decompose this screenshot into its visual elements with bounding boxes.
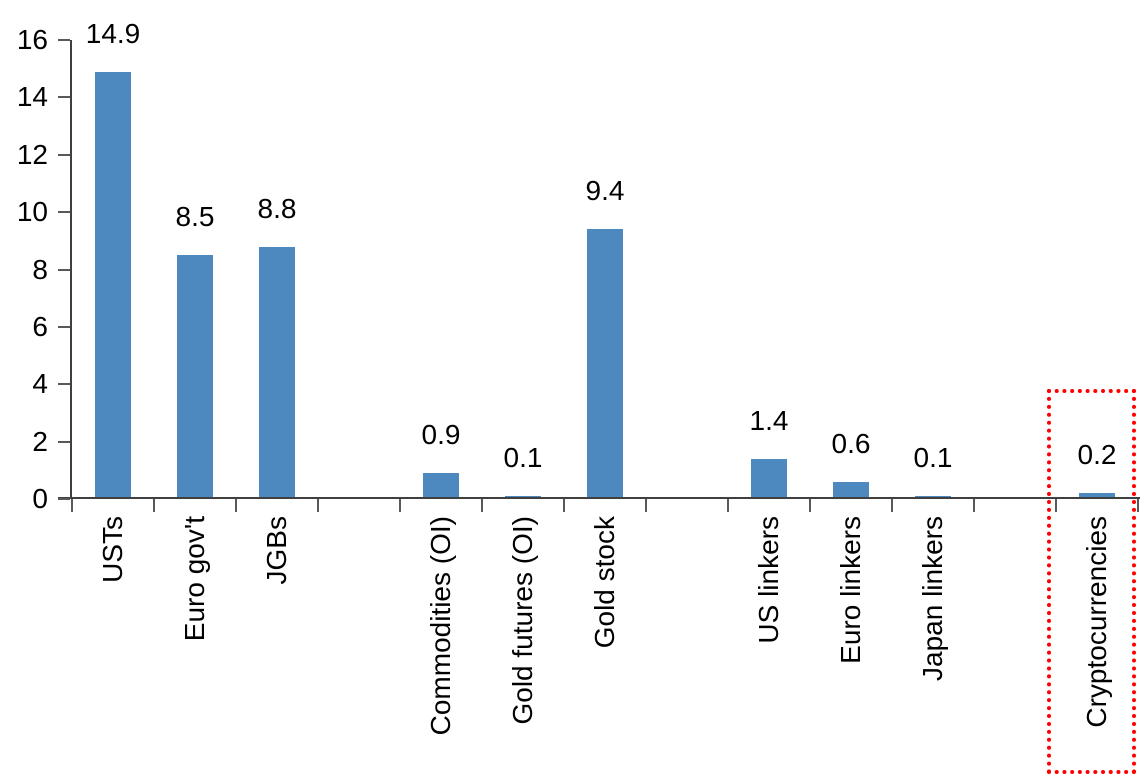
value-label-jgbs: 8.8	[257, 193, 297, 224]
category-label-gold-futures-oi: Gold futures (OI)	[507, 516, 538, 725]
y-tick	[58, 269, 70, 271]
y-axis-label: 14	[16, 81, 48, 112]
value-label-gold-futures-oi: 0.1	[503, 442, 543, 473]
category-label-usts: USTs	[97, 516, 128, 583]
y-axis-label: 12	[16, 139, 48, 170]
y-tick	[58, 211, 70, 213]
y-axis-label: 0	[32, 483, 48, 514]
x-tick	[399, 499, 401, 512]
y-tick	[58, 498, 70, 500]
y-tick	[58, 383, 70, 385]
category-label-japan-linkers: Japan linkers	[917, 516, 948, 681]
bar-euro-linkers	[833, 482, 869, 499]
x-tick	[1055, 499, 1057, 512]
category-label-us-linkers: US linkers	[753, 516, 784, 644]
x-tick	[481, 499, 483, 512]
x-tick	[1137, 499, 1139, 512]
x-tick	[891, 499, 893, 512]
x-tick	[973, 499, 975, 512]
value-label-us-linkers: 1.4	[749, 405, 789, 436]
y-tick	[58, 154, 70, 156]
x-tick	[809, 499, 811, 512]
category-label-gold-stock: Gold stock	[589, 516, 620, 649]
x-tick	[317, 499, 319, 512]
y-axis-label: 4	[32, 368, 48, 399]
category-label-euro-linkers: Euro linkers	[835, 516, 866, 664]
y-tick	[58, 326, 70, 328]
bar-euro-gov-t	[177, 255, 213, 499]
x-tick	[71, 499, 73, 512]
bar-commodities-oi	[423, 473, 459, 499]
y-tick	[58, 39, 70, 41]
category-label-euro-gov-t: Euro gov't	[179, 516, 210, 642]
y-axis-line	[70, 40, 72, 499]
y-axis-label: 16	[16, 24, 48, 55]
bar-gold-stock	[587, 229, 623, 499]
x-tick	[727, 499, 729, 512]
x-tick	[235, 499, 237, 512]
bar-usts	[95, 72, 131, 499]
x-tick	[645, 499, 647, 512]
y-tick	[58, 96, 70, 98]
value-label-euro-linkers: 0.6	[831, 428, 871, 459]
y-tick	[58, 441, 70, 443]
y-axis-label: 8	[32, 254, 48, 285]
value-label-gold-stock: 9.4	[585, 175, 625, 206]
bar-us-linkers	[751, 459, 787, 499]
y-axis-label: 10	[16, 196, 48, 227]
y-axis-label: 6	[32, 311, 48, 342]
category-label-commodities-oi: Commodities (OI)	[425, 516, 456, 736]
value-label-japan-linkers: 0.1	[913, 442, 953, 473]
x-tick	[153, 499, 155, 512]
value-label-usts: 14.9	[85, 18, 141, 49]
value-label-euro-gov-t: 8.5	[175, 201, 215, 232]
x-axis-line	[58, 497, 1140, 499]
value-label-cryptocurrencies: 0.2	[1077, 439, 1117, 470]
y-axis-label: 2	[32, 426, 48, 457]
value-label-commodities-oi: 0.9	[421, 419, 461, 450]
x-tick	[563, 499, 565, 512]
bar-cryptocurrencies	[1079, 493, 1115, 499]
category-label-jgbs: JGBs	[261, 516, 292, 585]
bar-jgbs	[259, 247, 295, 499]
cryptocurrencies-highlight-box	[1047, 389, 1136, 774]
